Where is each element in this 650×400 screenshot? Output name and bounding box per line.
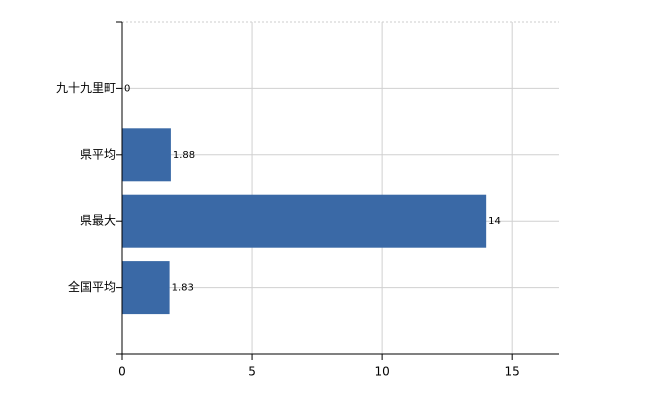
bar: [122, 194, 487, 248]
x-tick-label: 10: [374, 365, 389, 379]
value-label: 1.88: [173, 150, 195, 161]
y-tick-label: 県最大: [80, 214, 116, 228]
y-tick-label: 県平均: [80, 147, 116, 161]
bar: [122, 261, 170, 315]
value-label: 0: [124, 83, 130, 94]
y-tick-label: 全国平均: [68, 279, 116, 294]
x-tick-label: 0: [118, 365, 126, 379]
x-tick-label: 15: [505, 365, 520, 379]
value-label: 1.83: [172, 283, 194, 294]
bar: [122, 128, 171, 182]
y-tick-label: 九十九里町: [56, 81, 116, 95]
x-tick-label: 5: [248, 365, 256, 379]
value-label: 14: [488, 216, 501, 227]
